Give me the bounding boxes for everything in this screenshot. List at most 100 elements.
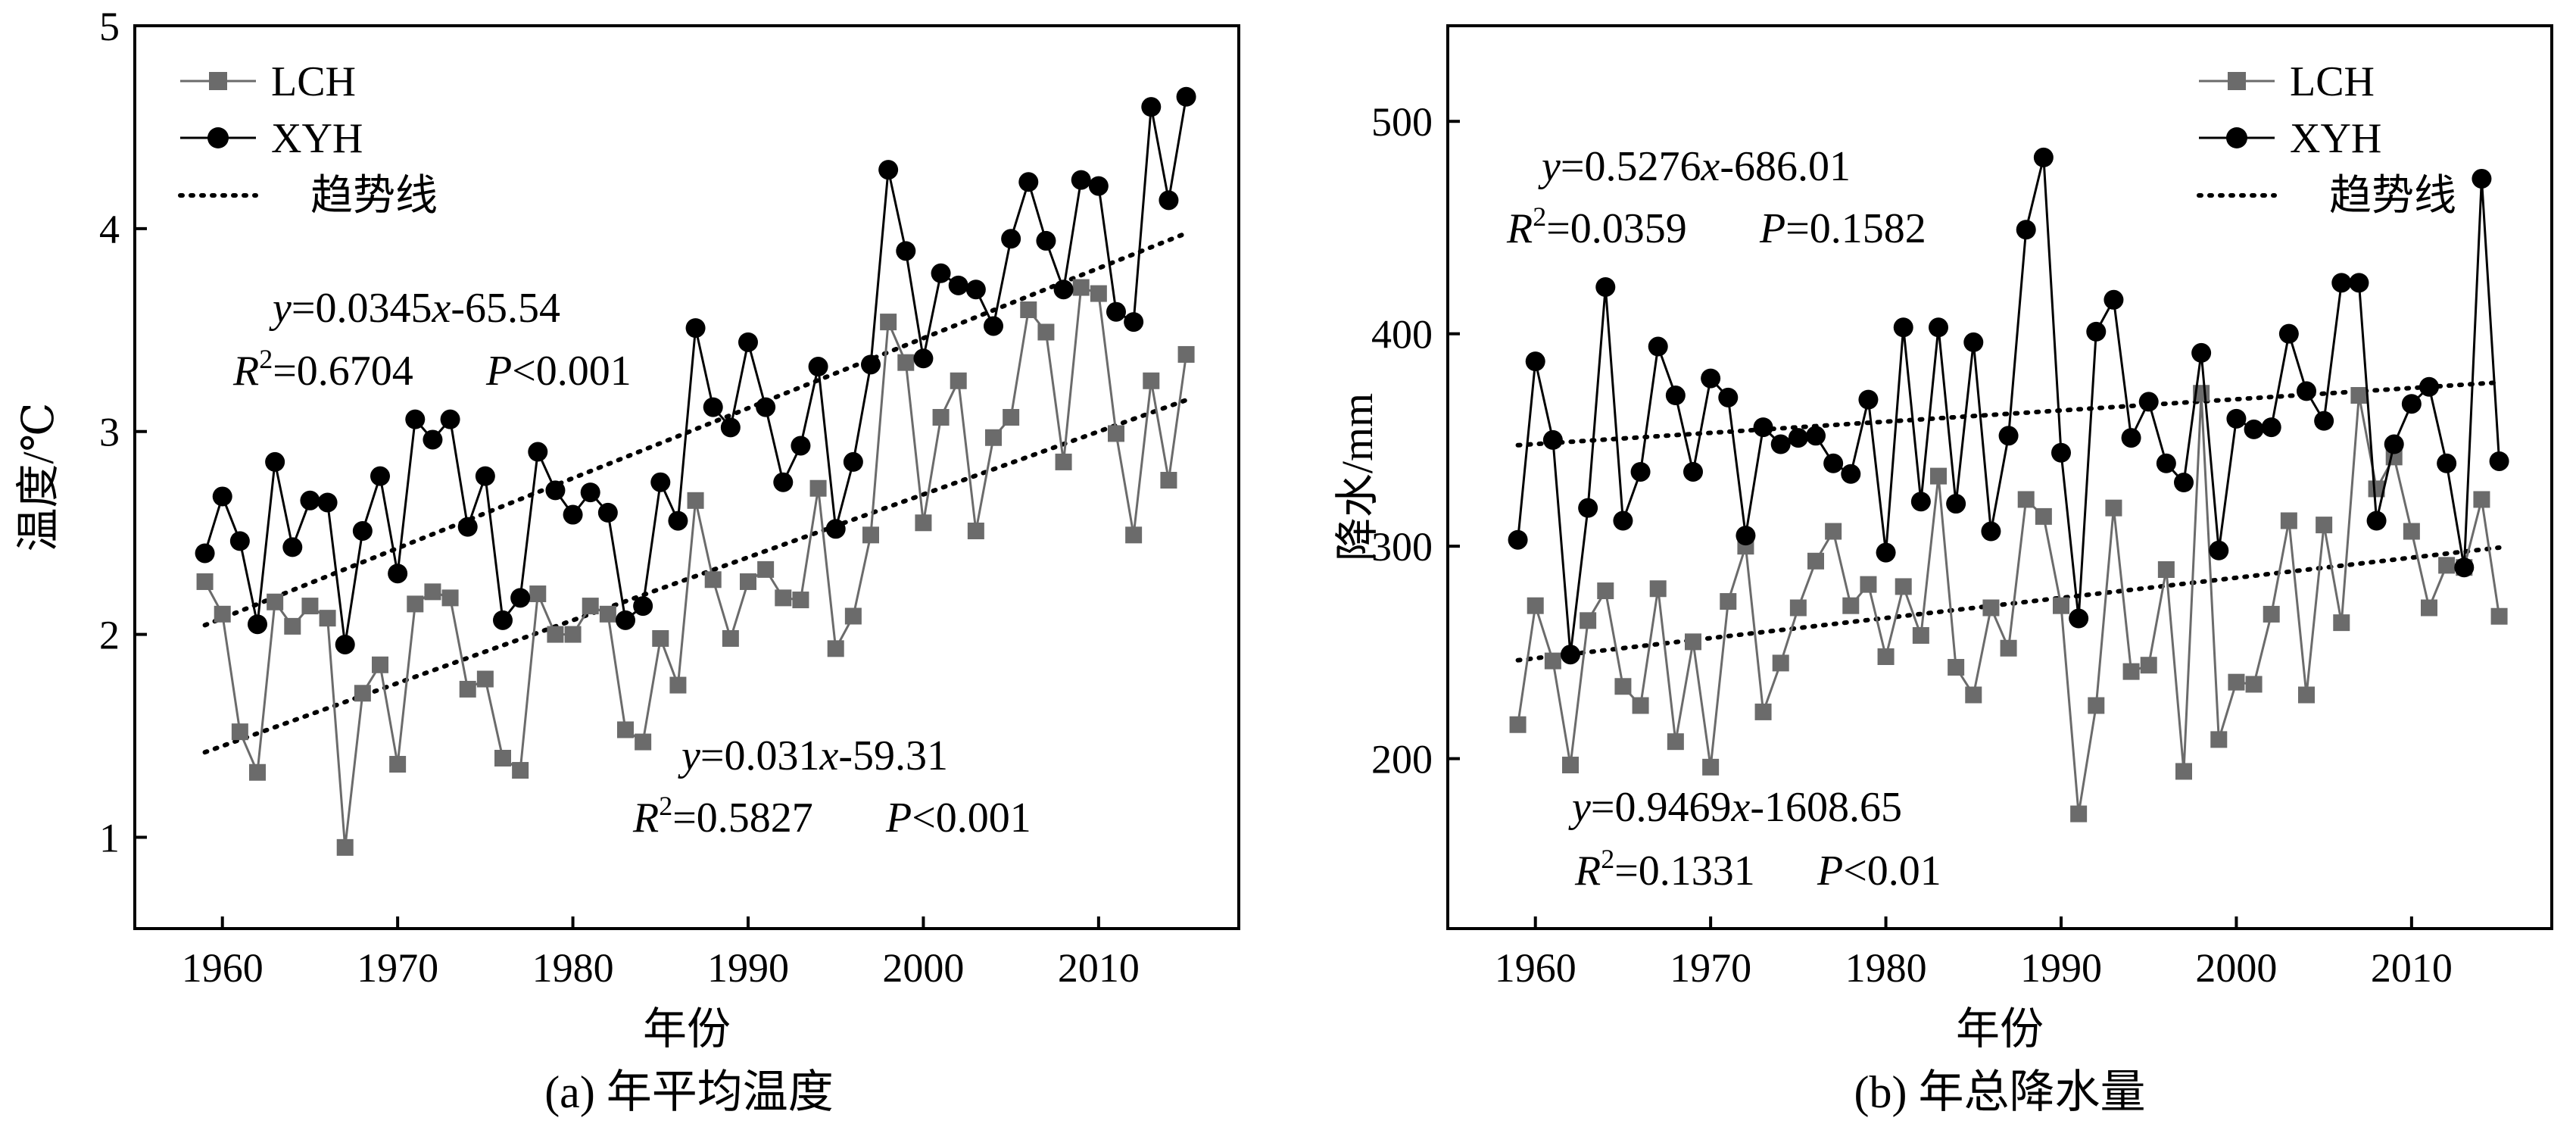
- x-tick-label: 2010: [1058, 945, 1140, 991]
- data-point: [1071, 170, 1091, 190]
- data-point: [423, 429, 443, 450]
- y-axis-label: 降水/mm: [1333, 393, 1382, 561]
- data-point: [652, 629, 669, 647]
- data-point: [896, 241, 916, 261]
- data-point: [2245, 676, 2263, 693]
- x-tick-label: 1980: [532, 945, 614, 991]
- series-lch: [196, 279, 1195, 856]
- data-point: [878, 160, 899, 180]
- data-point: [2331, 273, 2352, 293]
- data-point: [1667, 733, 1684, 751]
- data-point: [2473, 491, 2490, 508]
- data-point: [1108, 425, 1124, 442]
- p-value-lch: P<0.01: [1817, 848, 1941, 895]
- data-point: [1841, 464, 1861, 484]
- data-point: [2438, 557, 2456, 574]
- data-point: [1525, 351, 1545, 372]
- data-point: [2175, 763, 2192, 780]
- y-tick-label: 3: [99, 410, 120, 455]
- data-point: [1177, 345, 1195, 363]
- data-point: [984, 316, 1003, 336]
- data-point: [1106, 301, 1126, 322]
- p-value-lch: P<0.001: [885, 795, 1031, 841]
- data-point: [2314, 411, 2334, 431]
- data-point: [476, 670, 494, 688]
- data-point: [1143, 372, 1160, 389]
- data-point: [493, 610, 513, 630]
- data-point: [214, 605, 231, 623]
- legend-marker-circle: [2226, 127, 2247, 148]
- data-point: [2174, 473, 2194, 493]
- data-point: [389, 756, 407, 773]
- data-point: [2121, 428, 2141, 448]
- data-point: [1910, 492, 1931, 512]
- r-squared-xyh: R2=0.0359: [1506, 201, 1687, 252]
- data-point: [616, 610, 635, 630]
- data-point: [1649, 580, 1667, 598]
- data-point: [2070, 805, 2088, 823]
- data-point: [2140, 657, 2157, 674]
- data-point: [2210, 731, 2228, 748]
- data-point: [1683, 461, 1703, 482]
- data-point: [1088, 176, 1109, 196]
- data-point: [2033, 147, 2054, 167]
- data-point: [300, 490, 320, 510]
- x-tick-label: 1990: [2020, 945, 2102, 991]
- data-point: [563, 504, 583, 525]
- trendlines: [1515, 379, 2502, 663]
- data-point: [2244, 419, 2264, 439]
- data-point: [405, 409, 426, 429]
- data-point: [1665, 386, 1686, 406]
- data-point: [1036, 230, 1056, 251]
- data-point: [317, 492, 338, 513]
- data-point: [440, 409, 460, 429]
- x-tick-label: 1960: [1495, 945, 1576, 991]
- data-point: [2454, 557, 2475, 578]
- x-tick-label: 1990: [707, 945, 789, 991]
- data-point: [843, 451, 863, 472]
- data-point: [1003, 408, 1020, 426]
- data-point: [229, 531, 250, 551]
- data-point: [1770, 434, 1791, 454]
- data-point: [1090, 285, 1107, 302]
- data-point: [703, 397, 723, 417]
- data-point: [2263, 605, 2280, 623]
- data-point: [1998, 426, 2019, 446]
- data-point: [792, 592, 809, 609]
- data-point: [2437, 453, 2457, 473]
- data-point: [1753, 417, 1773, 438]
- legend-marker-circle: [207, 127, 229, 148]
- data-point: [2086, 321, 2107, 342]
- data-point: [1141, 97, 1162, 117]
- y-tick-label: 200: [1371, 737, 1433, 782]
- legend-marker-square: [2228, 72, 2246, 90]
- data-point: [2104, 289, 2124, 310]
- data-point: [687, 492, 704, 509]
- x-axis: 1960 1970 1980 1990 2000 2010: [182, 916, 1140, 991]
- data-point: [1807, 552, 1824, 570]
- data-point: [1176, 86, 1196, 107]
- data-point: [354, 685, 371, 702]
- data-point: [704, 571, 722, 589]
- equation-xyh: y=0.0345x-65.54: [269, 285, 560, 332]
- legend-label-lch: LCH: [2290, 58, 2375, 105]
- data-point: [1701, 368, 1721, 389]
- data-point: [2403, 523, 2420, 540]
- data-point: [2333, 614, 2350, 632]
- data-point: [1613, 510, 1633, 531]
- x-tick-label: 1980: [1845, 945, 1927, 991]
- data-point: [1562, 757, 1579, 774]
- data-point: [265, 451, 285, 472]
- data-point: [1842, 597, 1860, 614]
- y-tick-label: 1: [99, 815, 120, 860]
- data-point: [1037, 323, 1055, 341]
- data-point: [861, 354, 881, 375]
- equation-xyh: y=0.5276x-686.01: [1538, 143, 1851, 190]
- y-tick-label: 300: [1371, 524, 1433, 570]
- series: [195, 86, 1196, 856]
- data-point: [2489, 451, 2509, 471]
- data-point: [512, 762, 529, 779]
- data-point: [2298, 686, 2315, 704]
- data-point: [1018, 172, 1039, 192]
